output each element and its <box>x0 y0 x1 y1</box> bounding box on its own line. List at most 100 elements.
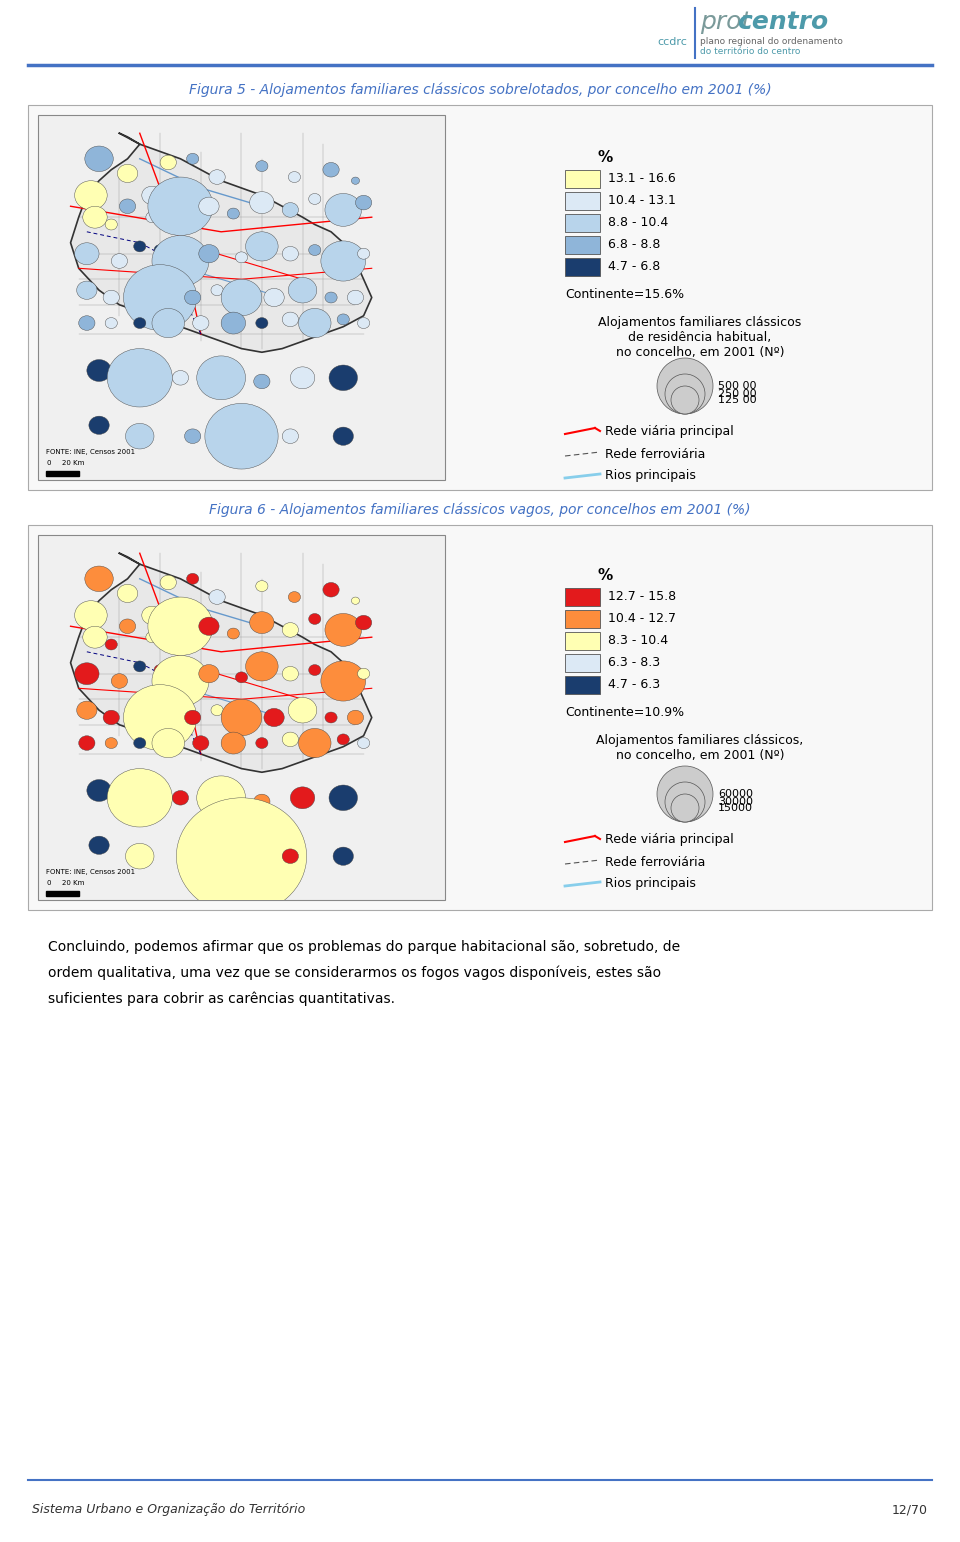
Circle shape <box>77 281 97 299</box>
Circle shape <box>79 316 95 330</box>
Circle shape <box>221 732 246 754</box>
Text: 125 00: 125 00 <box>718 395 756 406</box>
Text: 6.3 - 8.3: 6.3 - 8.3 <box>608 657 660 669</box>
Text: plano regional do ordenamento: plano regional do ordenamento <box>700 37 843 46</box>
Circle shape <box>111 674 128 688</box>
Circle shape <box>108 768 172 827</box>
Circle shape <box>337 315 349 325</box>
Circle shape <box>197 356 246 399</box>
Circle shape <box>152 728 184 757</box>
Circle shape <box>79 736 95 751</box>
Circle shape <box>152 236 209 287</box>
Circle shape <box>152 308 184 338</box>
Circle shape <box>75 180 108 210</box>
Circle shape <box>75 242 99 265</box>
Circle shape <box>309 665 321 675</box>
Text: Continente=15.6%: Continente=15.6% <box>565 288 684 301</box>
Circle shape <box>255 318 268 328</box>
Circle shape <box>324 291 337 302</box>
Circle shape <box>199 617 219 635</box>
Circle shape <box>299 728 331 757</box>
Circle shape <box>357 248 370 259</box>
Circle shape <box>75 663 99 685</box>
Circle shape <box>75 601 108 629</box>
Text: Rios principais: Rios principais <box>605 469 696 483</box>
Circle shape <box>154 245 166 256</box>
Circle shape <box>290 367 315 389</box>
Text: 4.7 - 6.8: 4.7 - 6.8 <box>608 261 660 273</box>
Text: 250 00: 250 00 <box>718 389 756 399</box>
Circle shape <box>89 416 109 435</box>
Circle shape <box>264 288 284 307</box>
Circle shape <box>77 702 97 719</box>
Text: centro: centro <box>737 9 828 34</box>
Circle shape <box>117 584 137 603</box>
Circle shape <box>290 786 315 808</box>
Bar <box>565 258 600 276</box>
Circle shape <box>321 662 366 702</box>
Circle shape <box>282 623 299 637</box>
Circle shape <box>83 626 108 648</box>
Circle shape <box>86 359 111 381</box>
Text: 12/70: 12/70 <box>892 1503 928 1516</box>
Circle shape <box>160 156 177 170</box>
Text: do território do centro: do território do centro <box>700 48 801 57</box>
Text: 4.7 - 6.3: 4.7 - 6.3 <box>608 678 660 691</box>
Text: Rede ferroviária: Rede ferroviária <box>605 447 706 461</box>
Circle shape <box>133 662 146 672</box>
Circle shape <box>671 386 699 413</box>
Circle shape <box>108 348 172 407</box>
Text: Figura 5 - Alojamentos familiares clássicos sobrelotados, por concelho em 2001 (: Figura 5 - Alojamentos familiares clássi… <box>189 83 771 97</box>
Text: 60000: 60000 <box>718 790 753 799</box>
Text: Figura 6 - Alojamentos familiares clássicos vagos, por concelhos em 2001 (%): Figura 6 - Alojamentos familiares clássi… <box>209 503 751 517</box>
Bar <box>565 675 600 694</box>
Text: Alojamentos familiares clássicos
de residência habitual,
no concelho, em 2001 (N: Alojamentos familiares clássicos de resi… <box>598 316 802 359</box>
Text: 500 00: 500 00 <box>718 381 756 392</box>
Circle shape <box>282 311 299 327</box>
Circle shape <box>246 652 278 682</box>
Text: Rios principais: Rios principais <box>605 877 696 890</box>
Circle shape <box>250 191 274 213</box>
Text: Alojamentos familiares clássicos,
no concelho, em 2001 (Nº): Alojamentos familiares clássicos, no con… <box>596 734 804 762</box>
Circle shape <box>86 780 111 802</box>
Text: 13.1 - 16.6: 13.1 - 16.6 <box>608 173 676 185</box>
Text: Continente=10.9%: Continente=10.9% <box>565 706 684 719</box>
Circle shape <box>355 615 372 629</box>
Circle shape <box>184 290 201 305</box>
Text: 12.7 - 15.8: 12.7 - 15.8 <box>608 591 676 603</box>
Circle shape <box>106 638 117 651</box>
Bar <box>565 611 600 628</box>
Circle shape <box>133 705 146 715</box>
Circle shape <box>184 711 201 725</box>
Text: 30000: 30000 <box>718 797 753 806</box>
Circle shape <box>282 850 299 864</box>
Bar <box>38 116 445 480</box>
Polygon shape <box>71 554 372 773</box>
Circle shape <box>184 429 201 444</box>
Bar <box>565 193 600 210</box>
Text: Concluindo, podemos afirmar que os problemas do parque habitacional são, sobretu: Concluindo, podemos afirmar que os probl… <box>48 941 680 1005</box>
Text: 0: 0 <box>46 461 51 466</box>
Circle shape <box>199 245 219 262</box>
Text: Rede ferroviária: Rede ferroviária <box>605 856 706 868</box>
Text: FONTE: INE, Censos 2001: FONTE: INE, Censos 2001 <box>46 870 135 876</box>
Circle shape <box>103 290 119 305</box>
Text: 20 Km: 20 Km <box>62 880 84 887</box>
Bar <box>565 236 600 254</box>
Circle shape <box>665 375 705 413</box>
Circle shape <box>228 208 239 219</box>
Circle shape <box>282 247 299 261</box>
Bar <box>565 214 600 231</box>
Circle shape <box>204 404 278 469</box>
Circle shape <box>282 202 299 217</box>
Circle shape <box>193 736 209 751</box>
Circle shape <box>282 732 299 746</box>
Circle shape <box>351 177 360 185</box>
Circle shape <box>253 794 270 808</box>
Circle shape <box>253 375 270 389</box>
Circle shape <box>199 665 219 683</box>
Circle shape <box>288 697 317 723</box>
Circle shape <box>83 207 108 228</box>
Circle shape <box>186 153 199 165</box>
Circle shape <box>337 734 349 745</box>
